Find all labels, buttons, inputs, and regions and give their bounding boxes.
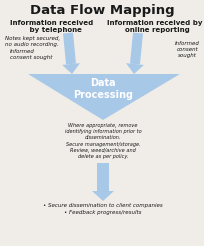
Polygon shape [63, 32, 76, 64]
Polygon shape [129, 32, 142, 64]
Polygon shape [96, 163, 109, 191]
Text: Informed
consent sought: Informed consent sought [10, 49, 52, 60]
Text: Information received
   by telephone: Information received by telephone [10, 20, 93, 33]
Polygon shape [125, 63, 143, 74]
Text: • Secure dissemination to client companies
• Feedback progress/results: • Secure dissemination to client compani… [43, 203, 162, 215]
Polygon shape [28, 74, 179, 120]
Text: Where appropriate, remove
identifying information prior to
dissemination.
Secure: Where appropriate, remove identifying in… [64, 123, 141, 159]
Text: Information received by
  online reporting: Information received by online reporting [107, 20, 202, 33]
Text: Data
Processing: Data Processing [73, 78, 132, 100]
Text: Notes kept secured,
no audio recording.: Notes kept secured, no audio recording. [5, 36, 60, 47]
Text: Informed
consent
sought: Informed consent sought [174, 41, 199, 58]
Polygon shape [62, 63, 80, 74]
Polygon shape [92, 191, 113, 201]
Text: Data Flow Mapping: Data Flow Mapping [30, 4, 173, 17]
